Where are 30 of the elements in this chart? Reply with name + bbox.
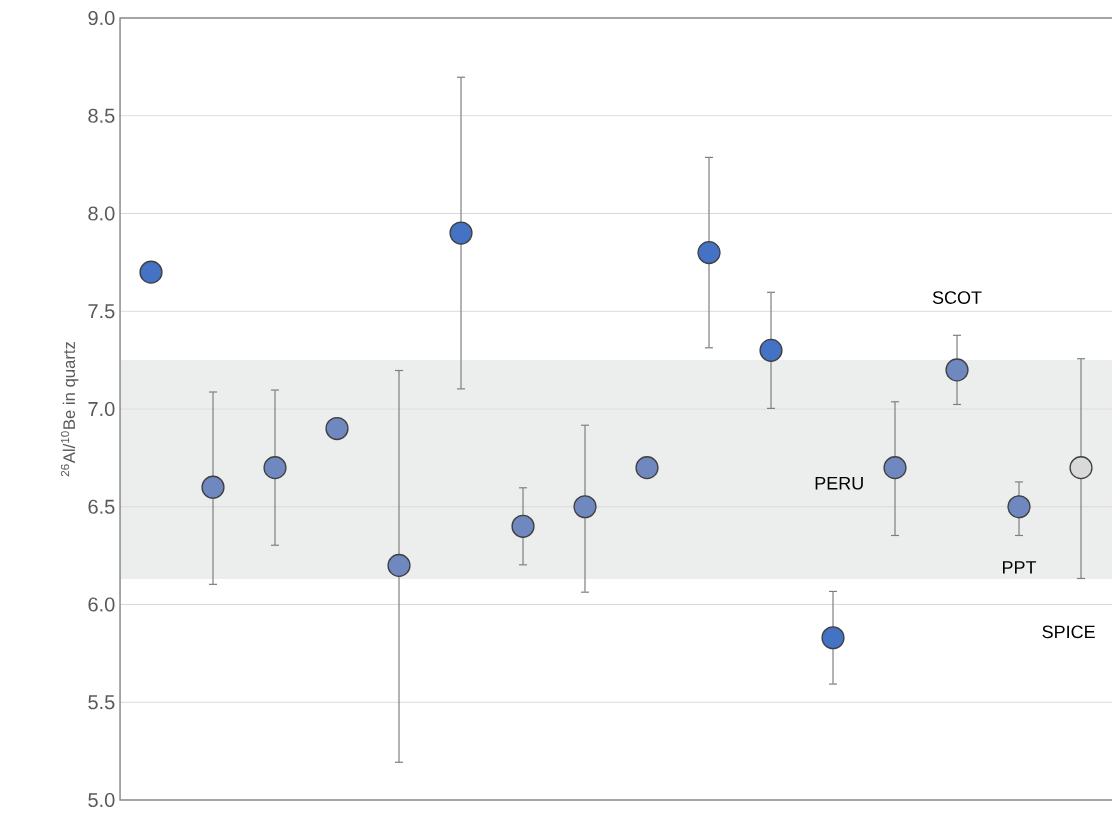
annotation: SPICE [1042,625,1095,639]
y-tick-label: 8.5 [88,108,115,123]
point [325,416,349,441]
point [883,456,907,480]
point [449,221,473,245]
y-tick-label: 8.0 [88,206,115,221]
point [821,626,845,650]
y-tick-label: 9.0 [88,10,115,26]
point [201,475,225,499]
y-tick-label: 7.5 [88,304,115,319]
y-tick-label: 7.0 [88,401,115,417]
y-tick-label: 6.5 [88,499,115,514]
y-axis-title: $^{26}$Al/$^{10}$Be in quartz [60,342,79,477]
annotation: SCOT [932,291,982,304]
point [759,338,783,362]
point [511,514,535,538]
y-tick-label: 5.0 [88,792,115,808]
point [139,260,163,284]
point [263,456,287,480]
point [387,553,411,577]
point [697,240,721,265]
y-tick-label: 6.0 [88,597,115,612]
point [945,358,969,382]
y-tick-label: 5.5 [88,695,115,710]
annotation: PPT [1002,561,1037,574]
point [1069,456,1093,480]
point [635,456,659,480]
annotation: PERU [815,477,863,490]
point [1007,495,1031,519]
point [573,495,597,519]
